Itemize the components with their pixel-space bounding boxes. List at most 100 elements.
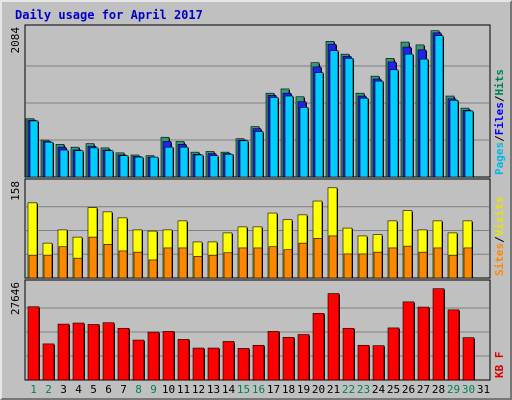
- day-label-9: 9: [150, 383, 157, 396]
- bar-kb-f-day-4: [72, 322, 85, 381]
- day-label-31: 31: [477, 383, 490, 396]
- bar-sites-day-1: [28, 254, 38, 279]
- panels-layer: 2084Pages/Files/Hits158Sites/Visits27646…: [9, 24, 506, 381]
- bar-pages-day-5: [89, 147, 99, 178]
- day-label-22: 22: [342, 383, 355, 396]
- bar-pages-day-14: [224, 153, 234, 178]
- bar-pages-day-28: [434, 35, 444, 178]
- bar-sites-day-24: [373, 251, 383, 279]
- legend-visits-sites: Sites/Visits: [493, 197, 506, 277]
- legend-separator: /: [493, 95, 506, 102]
- day-labels: 1 2 3 4 5 6 7 8 9 10 11 12 13 14 15 16 17 18 19 20 21 22 23 24 2…: [30, 383, 490, 396]
- bar-sites-day-6: [103, 244, 113, 279]
- bar-kb-f-day-25: [387, 327, 400, 381]
- bar-pages-day-7: [119, 155, 129, 178]
- bar-sites-day-16: [253, 247, 263, 279]
- day-label-14: 14: [222, 383, 236, 396]
- legend-entry-kb-f: KB F: [493, 352, 506, 379]
- series-pages: [29, 35, 474, 178]
- bar-pages-day-15: [239, 140, 249, 178]
- bar-sites-day-7: [118, 250, 128, 279]
- bar-kb-f-day-12: [192, 347, 205, 381]
- bar-kb-f-day-28: [432, 288, 445, 381]
- bar-kb-f-day-21: [327, 293, 340, 381]
- day-label-6: 6: [105, 383, 112, 396]
- bar-pages-day-22: [344, 58, 354, 178]
- day-label-18: 18: [282, 383, 295, 396]
- bar-sites-day-17: [268, 246, 278, 279]
- bar-pages-day-19: [299, 107, 309, 178]
- bar-kb-f-day-9: [147, 331, 160, 381]
- bar-kb-f-day-1: [27, 306, 40, 381]
- bar-kb-f-day-15: [237, 348, 250, 381]
- series-sites: [28, 235, 473, 279]
- bar-sites-day-21: [328, 235, 338, 279]
- bar-kb-f-day-19: [297, 334, 310, 381]
- bar-sites-day-27: [418, 251, 428, 279]
- bar-kb-f-day-8: [132, 339, 145, 381]
- bar-kb-f-day-17: [267, 331, 280, 381]
- day-label-4: 4: [75, 383, 82, 396]
- bar-kb-f-day-22: [342, 327, 355, 381]
- day-label-19: 19: [297, 383, 310, 396]
- bar-kb-f-day-30: [462, 337, 475, 381]
- bar-pages-day-17: [269, 97, 279, 178]
- day-label-2: 2: [45, 383, 52, 396]
- bar-pages-day-23: [359, 97, 369, 178]
- day-label-29: 29: [447, 383, 460, 396]
- bar-sites-day-22: [343, 253, 353, 279]
- legend-entry-pages: Pages: [493, 142, 506, 175]
- bar-pages-day-27: [419, 58, 429, 178]
- day-label-15: 15: [237, 383, 250, 396]
- day-label-1: 1: [30, 383, 37, 396]
- bar-sites-day-29: [448, 254, 458, 279]
- bar-pages-day-1: [29, 120, 39, 178]
- bar-kb-f-day-6: [102, 322, 115, 381]
- day-label-26: 26: [402, 383, 415, 396]
- bar-sites-day-3: [58, 246, 68, 279]
- day-label-12: 12: [192, 383, 205, 396]
- bar-sites-day-25: [388, 247, 398, 279]
- day-label-25: 25: [387, 383, 400, 396]
- day-label-20: 20: [312, 383, 325, 396]
- bar-pages-day-2: [44, 141, 54, 178]
- bar-pages-day-29: [449, 100, 459, 178]
- panel-visits-sites: 158 Sites/Visits: [9, 178, 506, 279]
- bar-kb-f-day-16: [252, 344, 265, 381]
- bar-sites-day-30: [463, 247, 473, 279]
- bar-sites-day-13: [208, 254, 218, 279]
- bar-sites-day-11: [178, 247, 188, 279]
- bar-sites-day-23: [358, 253, 368, 279]
- series-kb-f: [27, 288, 475, 381]
- day-label-23: 23: [357, 383, 370, 396]
- bar-kb-f-day-13: [207, 347, 220, 381]
- bar-kb-f-day-20: [312, 313, 325, 381]
- bar-pages-day-26: [404, 53, 414, 178]
- bar-pages-day-11: [179, 146, 189, 178]
- day-label-13: 13: [207, 383, 220, 396]
- bar-kb-f-day-24: [372, 345, 385, 381]
- day-label-11: 11: [177, 383, 190, 396]
- bar-pages-day-8: [134, 156, 144, 178]
- max-label-kbytes: 27646: [9, 282, 22, 315]
- bar-kb-f-day-5: [87, 324, 100, 381]
- bar-pages-day-20: [314, 72, 324, 178]
- bar-kb-f-day-7: [117, 327, 130, 381]
- day-label-28: 28: [432, 383, 445, 396]
- bar-pages-day-12: [194, 154, 204, 178]
- day-label-27: 27: [417, 383, 430, 396]
- bar-kb-f-day-2: [42, 343, 55, 381]
- bar-pages-day-21: [329, 50, 339, 178]
- bar-pages-day-4: [74, 150, 84, 178]
- legend-separator: /: [493, 236, 506, 243]
- max-label-pages-files-hits: 2084: [9, 27, 22, 54]
- bar-sites-day-4: [73, 257, 83, 279]
- bar-kb-f-day-18: [282, 336, 295, 381]
- bar-pages-day-24: [374, 80, 384, 178]
- bar-sites-day-12: [193, 256, 203, 279]
- bar-sites-day-18: [283, 249, 293, 279]
- bar-kb-f-day-29: [447, 309, 460, 381]
- bar-sites-day-15: [238, 247, 248, 279]
